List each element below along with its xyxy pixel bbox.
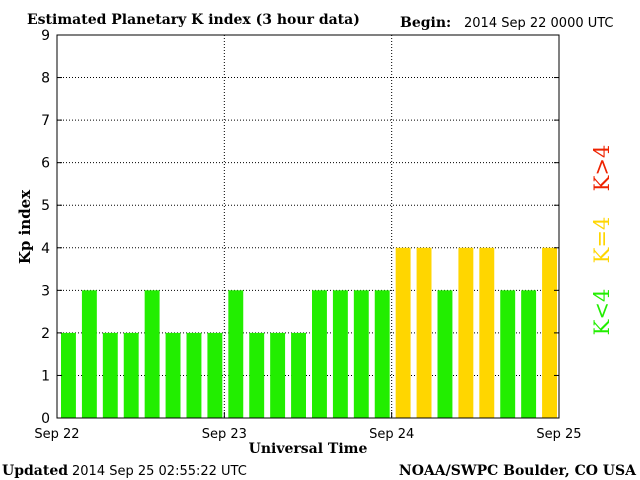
- kp-bar-0: [61, 332, 76, 418]
- legend: K<4 K=4 K>4: [590, 145, 614, 336]
- y-tick-label-4: 4: [41, 241, 50, 257]
- kp-bar-10: [270, 332, 286, 418]
- kp-bar-14: [353, 290, 369, 418]
- kp-bar-19: [458, 247, 474, 418]
- y-axis-label: Kp index: [16, 189, 34, 264]
- updated-label: Updated: [2, 463, 68, 479]
- kp-bar-20: [479, 247, 495, 418]
- kp-bar-9: [249, 332, 265, 418]
- kp-bar-8: [228, 290, 244, 418]
- legend-item-2: K>4: [590, 145, 614, 192]
- plot-frame: [56, 34, 560, 419]
- y-tick-label-0: 0: [41, 411, 50, 427]
- y-tick-label-2: 2: [41, 326, 50, 342]
- y-tick-label-7: 7: [41, 113, 50, 129]
- begin-label: Begin:: [400, 15, 451, 31]
- y-tick-label-6: 6: [41, 156, 50, 172]
- bars-group: [61, 247, 557, 418]
- x-tick-label-1: Sep 23: [202, 427, 247, 442]
- y-tick-label-1: 1: [41, 368, 50, 384]
- y-tick-label-5: 5: [41, 198, 50, 214]
- kp-bar-2: [102, 332, 118, 418]
- source-credit: NOAA/SWPC Boulder, CO USA: [399, 463, 637, 479]
- kp-bar-4: [144, 290, 160, 418]
- kp-bar-6: [186, 332, 202, 418]
- kp-bar-22: [521, 290, 537, 418]
- legend-item-0: K<4: [590, 289, 614, 336]
- kp-bar-16: [395, 247, 411, 418]
- chart-title: Estimated Planetary K index (3 hour data…: [27, 12, 360, 28]
- kp-bar-18: [437, 290, 453, 418]
- x-axis-label: Universal Time: [249, 441, 368, 457]
- kp-bar-1: [81, 290, 97, 418]
- y-axis: 0 1 2 3 4 5 6 7 8 9: [41, 28, 559, 427]
- kp-bar-7: [207, 332, 223, 418]
- kp-bar-21: [500, 290, 516, 418]
- x-tick-label-2: Sep 24: [369, 427, 414, 442]
- y-tick-label-8: 8: [41, 71, 50, 87]
- begin-value: 2014 Sep 22 0000 UTC: [464, 16, 614, 31]
- y-tick-label-9: 9: [41, 28, 50, 44]
- kp-bar-5: [165, 332, 181, 418]
- kp-bar-11: [291, 332, 306, 418]
- kp-bar-17: [416, 247, 432, 418]
- grid-lines: [57, 34, 559, 418]
- legend-item-1: K=4: [590, 217, 614, 264]
- updated-value: 2014 Sep 25 02:55:22 UTC: [72, 464, 247, 479]
- kp-bar-15: [374, 290, 390, 418]
- kp-bar-23: [542, 247, 557, 418]
- x-tick-label-0: Sep 22: [34, 427, 79, 442]
- kp-bar-13: [332, 290, 348, 418]
- kp-bar-3: [123, 332, 139, 418]
- y-tick-label-3: 3: [41, 283, 50, 299]
- x-axis: Sep 22 Sep 23 Sep 24 Sep 25: [34, 412, 582, 442]
- x-tick-label-3: Sep 25: [536, 427, 581, 442]
- kp-bar-12: [312, 290, 327, 418]
